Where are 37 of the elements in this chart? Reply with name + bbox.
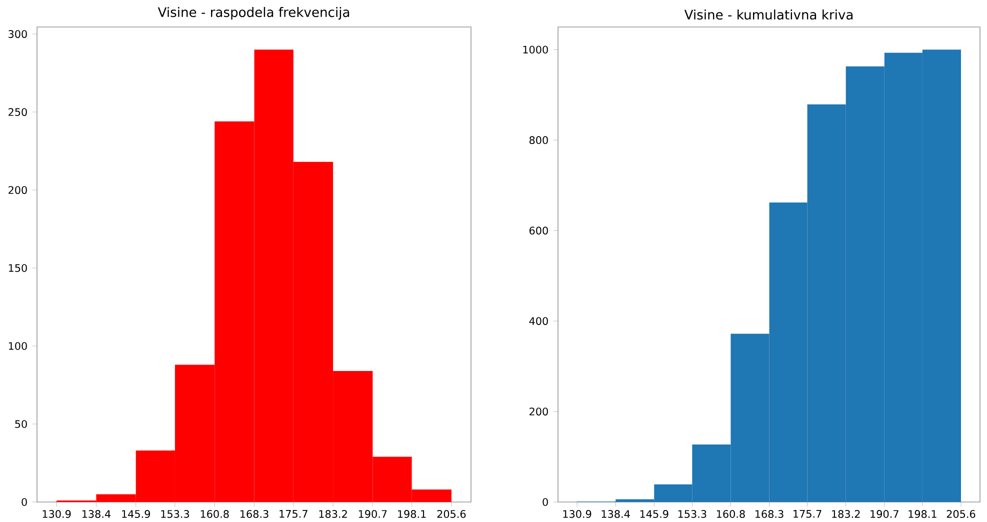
- y-tick-label: 0: [542, 498, 548, 506]
- x-tick-label: 145.9: [122, 510, 150, 518]
- chart-title: Visine - kumulativna kriva: [684, 10, 853, 20]
- y-tick-label: 100: [8, 342, 27, 350]
- x-tick-label: 183.2: [319, 510, 347, 518]
- x-tick-label: 168.3: [756, 510, 784, 518]
- y-tick-label: 0: [22, 498, 27, 506]
- y-tick-label: 200: [530, 408, 548, 416]
- x-tick-label: 198.1: [908, 510, 936, 518]
- y-tick-label: 1000: [523, 46, 548, 54]
- x-tick-label: 160.8: [200, 510, 229, 518]
- y-tick-label: 300: [8, 30, 27, 38]
- y-tick-label: 200: [8, 186, 27, 194]
- x-tick-label: 190.7: [870, 510, 898, 518]
- y-tick-label: 150: [8, 264, 27, 272]
- x-tick-label: 138.4: [602, 510, 630, 518]
- y-tick-label: 250: [8, 108, 27, 116]
- x-tick-label: 153.3: [161, 510, 190, 518]
- y-tick-label: 800: [529, 136, 548, 144]
- x-tick-label: 138.4: [82, 510, 110, 518]
- x-tick-label: 198.1: [398, 510, 426, 518]
- x-tick-label: 175.7: [794, 510, 822, 518]
- x-tick-label: 168.3: [240, 510, 268, 518]
- x-tick-label: 205.6: [946, 510, 976, 518]
- x-tick-label: 145.9: [640, 510, 668, 518]
- x-tick-label: 130.9: [42, 510, 71, 518]
- x-tick-label: 190.7: [358, 510, 387, 518]
- chart-title: Visine - raspodela frekvencija: [158, 6, 350, 20]
- y-tick-label: 50: [15, 420, 27, 428]
- x-tick-label: 205.6: [437, 510, 466, 518]
- x-tick-label: 160.8: [716, 510, 745, 518]
- x-tick-label: 153.3: [678, 510, 706, 518]
- x-tick-label: 183.2: [832, 510, 860, 518]
- x-tick-label: 130.9: [563, 510, 592, 518]
- y-tick-label: 400: [529, 317, 548, 325]
- y-tick-label: 600: [530, 226, 548, 235]
- x-tick-label: 175.7: [280, 510, 308, 518]
